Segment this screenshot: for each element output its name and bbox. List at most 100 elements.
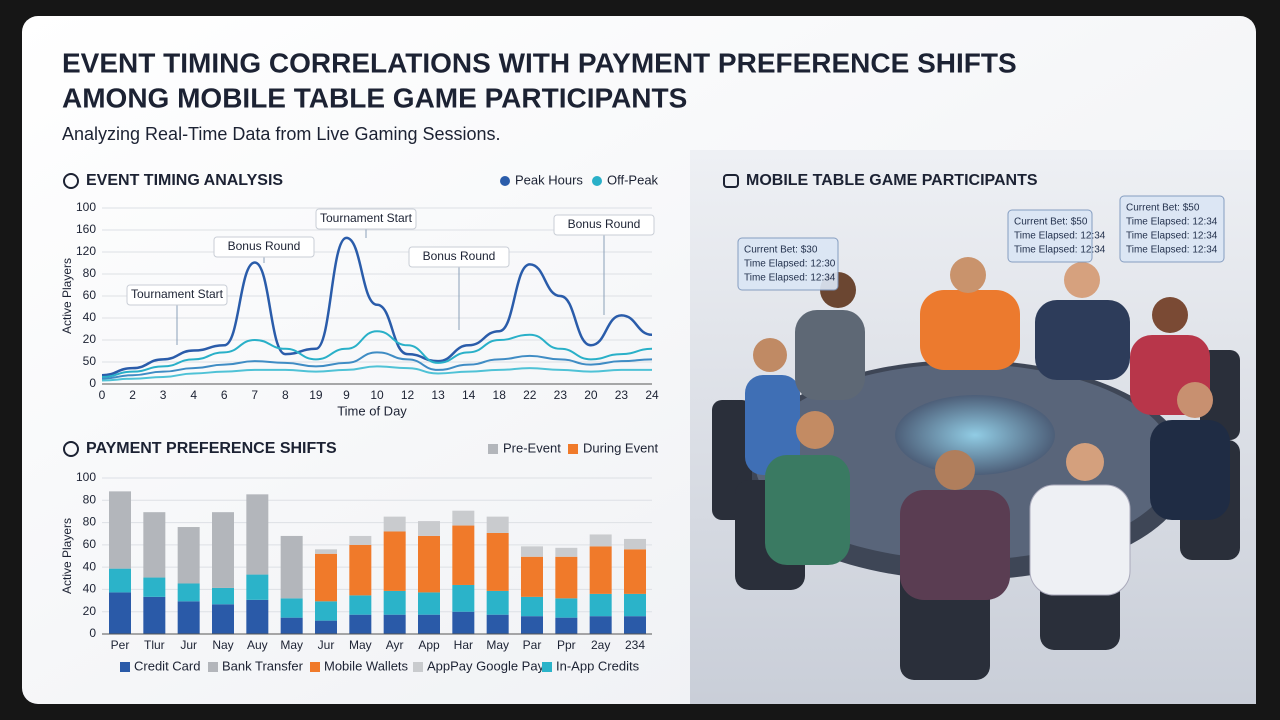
x-tick-label: Ppr — [557, 638, 576, 652]
bar-segment — [246, 599, 269, 634]
legend-label: Pre-Event — [503, 440, 561, 455]
x-tick-label: 10 — [370, 388, 384, 402]
bar-segment — [555, 617, 578, 634]
bar-segment — [589, 546, 612, 594]
bar-segment — [349, 535, 372, 545]
bar-segment — [418, 521, 440, 536]
bar-segment — [624, 549, 646, 594]
bar-segment — [624, 616, 646, 634]
info-card-text: Time Elapsed: 12:34 — [1126, 245, 1218, 256]
bar-segment — [349, 595, 372, 615]
annotation: Bonus Round — [228, 239, 301, 253]
x-tick-label: Tlur — [144, 638, 165, 652]
series-line — [101, 236, 653, 377]
info-card-text: Time Elapsed: 12:34 — [1014, 231, 1106, 242]
annotation-box — [315, 208, 417, 230]
annotation-box — [126, 284, 228, 306]
bar-segment — [589, 616, 612, 634]
bar-segment — [212, 587, 234, 605]
bar-segment — [555, 556, 578, 599]
legend-swatch — [500, 176, 510, 186]
info-card-text: Current Bet: $30 — [744, 245, 818, 256]
y-tick-label: 0 — [89, 376, 96, 390]
x-tick-label: Jur — [318, 638, 335, 652]
y-tick-label: 40 — [83, 310, 97, 324]
icon — [723, 174, 739, 188]
info-card-text: Current Bet: $50 — [1126, 203, 1200, 214]
annotation: Tournament Start — [320, 211, 413, 225]
bar-segment — [521, 556, 543, 597]
chart-title: PAYMENT PREFERENCE SHIFTS — [86, 440, 337, 457]
info-card — [737, 237, 839, 291]
bar-segment — [452, 525, 475, 585]
bar-segment — [143, 512, 166, 578]
x-tick-label: Ayr — [386, 638, 404, 652]
y-tick-label: 40 — [83, 559, 97, 573]
people — [745, 257, 1230, 600]
annotation-box — [213, 236, 315, 258]
legend-swatch — [568, 444, 578, 454]
bar-segment — [383, 614, 406, 634]
annotation-box — [408, 246, 510, 268]
legend-swatch — [413, 662, 423, 672]
y-axis-label: Active Players — [60, 258, 74, 334]
y-tick-label: 80 — [83, 266, 97, 280]
y-tick-label: 0 — [89, 626, 96, 640]
bar-segment — [177, 527, 200, 584]
y-tick-label: 100 — [76, 470, 96, 484]
bar-segment — [212, 604, 234, 634]
subtitle: Analyzing Real-Time Data from Live Gamin… — [62, 124, 501, 144]
bar-segment — [143, 577, 166, 597]
annotation: Bonus Round — [568, 217, 641, 231]
y-tick-label: 80 — [83, 515, 97, 529]
bar-segment — [486, 516, 509, 533]
legend-label: Bank Transfer — [222, 658, 304, 673]
info-card-text: Time Elapsed: 12:34 — [1014, 245, 1106, 256]
annotation: Bonus Round — [423, 249, 496, 263]
bar-segment — [555, 547, 578, 557]
x-tick-label: Jur — [180, 638, 197, 652]
bar-segment — [349, 614, 372, 634]
y-tick-label: 80 — [83, 492, 97, 506]
bar-segment — [315, 601, 337, 621]
bar-segment — [521, 596, 543, 617]
x-tick-label: 18 — [493, 388, 507, 402]
chart-title: EVENT TIMING ANALYSIS — [86, 172, 283, 189]
title-line: AMONG MOBILE TABLE GAME PARTICIPANTS — [62, 82, 687, 113]
y-tick-label: 20 — [83, 604, 97, 618]
x-tick-label: 4 — [190, 388, 197, 402]
bar-segment — [212, 512, 234, 588]
bar-segment — [177, 601, 200, 634]
bar-segment — [521, 616, 543, 634]
bar-segment — [109, 592, 131, 634]
x-tick-label: 23 — [615, 388, 629, 402]
bar-segment — [280, 598, 303, 618]
scene — [712, 257, 1240, 680]
x-tick-label: 20 — [584, 388, 598, 402]
legend-label: AppPay Google Pay — [427, 658, 545, 673]
bar-segment — [555, 598, 578, 618]
x-tick-label: Nay — [212, 638, 233, 652]
x-tick-label: Har — [454, 638, 473, 652]
x-tick-label: May — [486, 638, 509, 652]
x-tick-label: May — [349, 638, 372, 652]
x-tick-label: Par — [523, 638, 542, 652]
series-line — [101, 351, 653, 380]
bar-segment — [246, 574, 269, 600]
clock-icon — [63, 173, 79, 189]
legend-label: During Event — [583, 440, 659, 455]
bar-segment — [589, 593, 612, 617]
y-tick-label: 20 — [83, 332, 97, 346]
title-line: EVENT TIMING CORRELATIONS WITH PAYMENT P… — [62, 47, 1017, 78]
x-tick-label: 2ay — [591, 638, 610, 652]
bar-segment — [246, 494, 269, 575]
bar-segment — [624, 538, 646, 550]
bar-segment — [315, 620, 337, 634]
y-tick-label: 60 — [83, 288, 97, 302]
bar-segment — [418, 592, 440, 615]
x-tick-label: 9 — [343, 388, 350, 402]
bar-segment — [521, 546, 543, 557]
info-card-text: Time Elapsed: 12:34 — [744, 273, 836, 284]
y-tick-label: 60 — [83, 537, 97, 551]
bar-segment — [624, 593, 646, 617]
